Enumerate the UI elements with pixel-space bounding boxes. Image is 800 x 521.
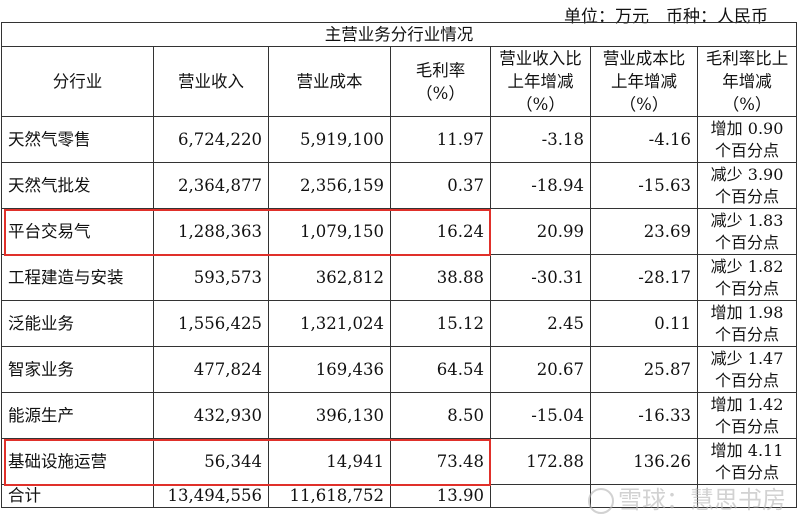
- table-row: 天然气零售 6,724,220 5,919,100 11.97 -3.18 -4.16 增加…: [1, 116, 798, 163]
- total-revenue: 13,494,556: [153, 484, 269, 508]
- cost-cell: 169,436: [268, 346, 391, 393]
- cost-cell: 14,941: [268, 438, 391, 485]
- cost-cell: 362,812: [268, 254, 391, 301]
- cost-cell: 5,919,100: [268, 116, 391, 163]
- margin-change-cell: 增加 0.90 个百分点: [696, 116, 798, 163]
- revenue-change-cell: -3.18: [490, 116, 591, 163]
- revenue-cell: 56,344: [153, 438, 269, 485]
- cost-change-cell: 25.87: [590, 346, 698, 393]
- industry-breakdown-table: 主营业务分行业情况 分行业 营业收入 营业成本 毛利率（%） 营业收入比上年增减…: [0, 22, 798, 508]
- margin-cell: 16.24: [390, 208, 491, 255]
- header-row: 分行业 营业收入 营业成本 毛利率（%） 营业收入比上年增减（%） 营业成本比上…: [1, 46, 798, 117]
- header-margin-change: 毛利率比上年增减（%）: [696, 46, 798, 117]
- industry-cell: 天然气批发: [1, 162, 154, 209]
- table-row: 工程建造与安装 593,573 362,812 38.88 -30.31 -28.17 减少…: [1, 254, 798, 301]
- total-cost: 11,618,752: [268, 484, 391, 508]
- margin-change-cell: 增加 4.11 个百分点: [696, 438, 798, 485]
- cost-change-cell: 0.11: [590, 300, 698, 347]
- margin-cell: 73.48: [390, 438, 491, 485]
- industry-cell: 平台交易气: [1, 208, 154, 255]
- total-label: 合计: [1, 484, 154, 508]
- revenue-change-cell: -30.31: [490, 254, 591, 301]
- header-industry: 分行业: [1, 46, 154, 117]
- cost-change-cell: -28.17: [590, 254, 698, 301]
- table-row: 基础设施运营 56,344 14,941 73.48 172.88 136.26 增加 4.…: [1, 438, 798, 485]
- table-row: 平台交易气 1,288,363 1,079,150 16.24 20.99 23.69 减少…: [1, 208, 798, 255]
- margin-cell: 38.88: [390, 254, 491, 301]
- cost-change-cell: -16.33: [590, 392, 698, 439]
- margin-cell: 15.12: [390, 300, 491, 347]
- total-margin: 13.90: [390, 484, 491, 508]
- revenue-cell: 6,724,220: [153, 116, 269, 163]
- revenue-cell: 477,824: [153, 346, 269, 393]
- cost-cell: 1,079,150: [268, 208, 391, 255]
- industry-cell: 智家业务: [1, 346, 154, 393]
- margin-cell: 8.50: [390, 392, 491, 439]
- cost-change-cell: 136.26: [590, 438, 698, 485]
- margin-change-cell: 减少 1.83 个百分点: [696, 208, 798, 255]
- revenue-cell: 1,288,363: [153, 208, 269, 255]
- revenue-change-cell: -15.04: [490, 392, 591, 439]
- cost-change-cell: -4.16: [590, 116, 698, 163]
- margin-cell: 11.97: [390, 116, 491, 163]
- revenue-change-cell: 20.67: [490, 346, 591, 393]
- cost-cell: 396,130: [268, 392, 391, 439]
- industry-cell: 基础设施运营: [1, 438, 154, 485]
- snowball-logo-icon: [588, 488, 614, 514]
- header-cost-change: 营业成本比上年增减（%）: [590, 46, 698, 117]
- table-row: 天然气批发 2,364,877 2,356,159 0.37 -18.94 -15.63 减…: [1, 162, 798, 209]
- industry-cell: 泛能业务: [1, 300, 154, 347]
- margin-cell: 64.54: [390, 346, 491, 393]
- margin-change-cell: 减少 1.82 个百分点: [696, 254, 798, 301]
- table-row: 泛能业务 1,556,425 1,321,024 15.12 2.45 0.11 增加 1.…: [1, 300, 798, 347]
- table-title: 主营业务分行业情况: [0, 22, 798, 47]
- watermark: 雪球：慧思书房: [588, 480, 786, 515]
- margin-change-cell: 增加 1.98 个百分点: [696, 300, 798, 347]
- total-revenue-change: [490, 484, 591, 508]
- table-row: 智家业务 477,824 169,436 64.54 20.67 25.87 减少 1.47…: [1, 346, 798, 393]
- industry-cell: 工程建造与安装: [1, 254, 154, 301]
- margin-change-cell: 减少 1.47 个百分点: [696, 346, 798, 393]
- margin-change-cell: 减少 3.90 个百分点: [696, 162, 798, 209]
- total-row: 合计 13,494,556 11,618,752 13.90: [1, 484, 798, 508]
- revenue-cell: 1,556,425: [153, 300, 269, 347]
- total-margin-change: [696, 484, 798, 508]
- revenue-cell: 432,930: [153, 392, 269, 439]
- revenue-cell: 593,573: [153, 254, 269, 301]
- revenue-change-cell: 2.45: [490, 300, 591, 347]
- table-row: 能源生产 432,930 396,130 8.50 -15.04 -16.33 增加 1.4…: [1, 392, 798, 439]
- header-revenue: 营业收入: [153, 46, 269, 117]
- cost-change-cell: 23.69: [590, 208, 698, 255]
- header-cost: 营业成本: [268, 46, 391, 117]
- revenue-cell: 2,364,877: [153, 162, 269, 209]
- header-revenue-change: 营业收入比上年增减（%）: [490, 46, 591, 117]
- cost-cell: 2,356,159: [268, 162, 391, 209]
- margin-change-cell: 增加 1.42 个百分点: [696, 392, 798, 439]
- industry-cell: 能源生产: [1, 392, 154, 439]
- header-margin: 毛利率（%）: [390, 46, 491, 117]
- margin-cell: 0.37: [390, 162, 491, 209]
- revenue-change-cell: 172.88: [490, 438, 591, 485]
- industry-cell: 天然气零售: [1, 116, 154, 163]
- revenue-change-cell: 20.99: [490, 208, 591, 255]
- cost-cell: 1,321,024: [268, 300, 391, 347]
- revenue-change-cell: -18.94: [490, 162, 591, 209]
- cost-change-cell: -15.63: [590, 162, 698, 209]
- watermark-text: 雪球：慧思书房: [618, 486, 786, 514]
